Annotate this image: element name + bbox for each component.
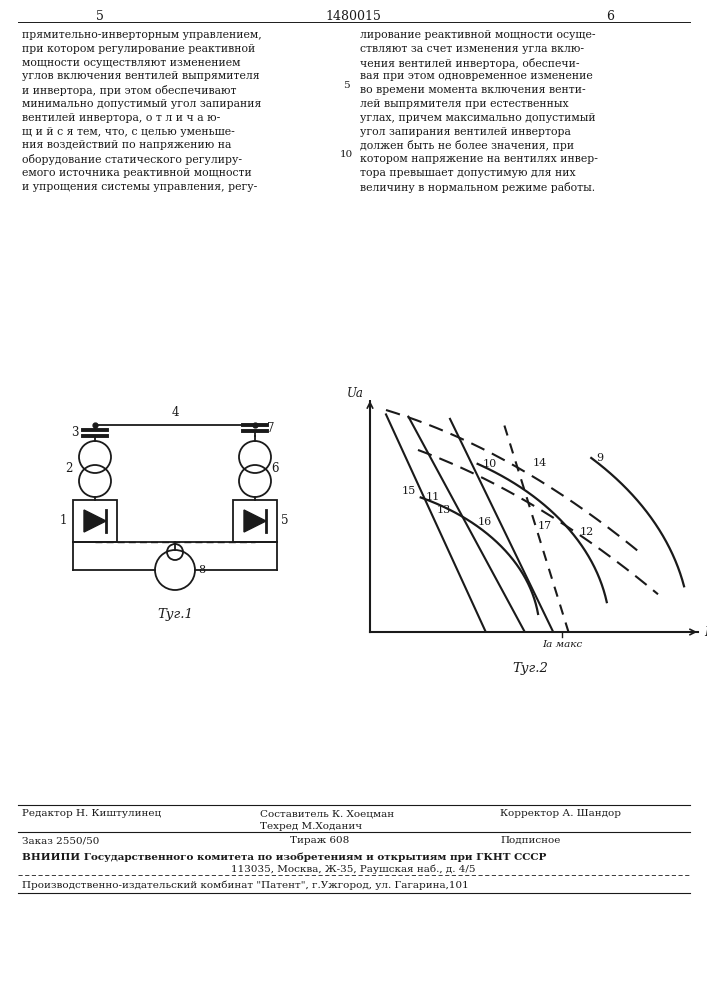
Text: тора превышает допустимую для них: тора превышает допустимую для них [360, 168, 575, 178]
Text: и инвертора, при этом обеспечивают: и инвертора, при этом обеспечивают [22, 85, 237, 96]
Text: 16: 16 [478, 517, 492, 527]
Text: 5: 5 [96, 10, 104, 23]
Text: 15: 15 [402, 486, 416, 496]
Text: 7: 7 [267, 422, 275, 434]
Text: Составитель К. Хоецман: Составитель К. Хоецман [260, 809, 394, 818]
Text: во времени момента включения венти-: во времени момента включения венти- [360, 85, 585, 95]
Polygon shape [244, 510, 266, 532]
Text: Заказ 2550/50: Заказ 2550/50 [22, 836, 100, 845]
Text: 1: 1 [59, 514, 66, 528]
Text: Производственно-издательский комбинат "Патент", г.Ужгород, ул. Гагарина,101: Производственно-издательский комбинат "П… [22, 881, 469, 890]
Text: Тираж 608: Тираж 608 [290, 836, 349, 845]
Text: емого источника реактивной мощности: емого источника реактивной мощности [22, 168, 252, 178]
Text: 12: 12 [580, 527, 594, 537]
Text: чения вентилей инвертора, обеспечи-: чения вентилей инвертора, обеспечи- [360, 58, 580, 69]
Text: 10: 10 [339, 150, 353, 159]
Text: Редактор Н. Киштулинец: Редактор Н. Киштулинец [22, 809, 161, 818]
Text: углах, причем максимально допустимый: углах, причем максимально допустимый [360, 113, 595, 123]
Text: котором напряжение на вентилях инвер-: котором напряжение на вентилях инвер- [360, 154, 598, 164]
Text: ния воздействий по напряжению на: ния воздействий по напряжению на [22, 140, 231, 150]
Text: 10: 10 [483, 459, 497, 469]
Text: оборудование статического регулиру-: оборудование статического регулиру- [22, 154, 242, 165]
Text: ВНИИПИ Государственного комитета по изобретениям и открытиям при ГКНТ СССР: ВНИИПИ Государственного комитета по изоб… [22, 852, 547, 861]
Text: Ia: Ia [704, 626, 707, 639]
Text: лей выпрямителя при естественных: лей выпрямителя при естественных [360, 99, 568, 109]
Text: Подписное: Подписное [500, 836, 561, 845]
Text: 17: 17 [537, 521, 551, 531]
Text: минимально допустимый угол запирания: минимально допустимый угол запирания [22, 99, 262, 109]
Text: 5: 5 [281, 514, 288, 528]
Text: вая при этом одновременное изменение: вая при этом одновременное изменение [360, 71, 592, 81]
Text: Τуг.1: Τуг.1 [157, 608, 193, 621]
Text: 6: 6 [606, 10, 614, 23]
Text: углов включения вентилей выпрямителя: углов включения вентилей выпрямителя [22, 71, 259, 81]
Text: 14: 14 [532, 458, 547, 468]
Text: Ua: Ua [347, 387, 364, 400]
Text: 2: 2 [65, 462, 73, 476]
Text: 4: 4 [171, 406, 179, 419]
Text: 1480015: 1480015 [325, 10, 381, 23]
Text: 8: 8 [198, 565, 205, 575]
Text: лирование реактивной мощности осуще-: лирование реактивной мощности осуще- [360, 30, 595, 40]
Text: при котором регулирование реактивной: при котором регулирование реактивной [22, 44, 255, 54]
Text: 6: 6 [271, 462, 279, 476]
Text: Корректор А. Шандор: Корректор А. Шандор [500, 809, 621, 818]
Text: Техред М.Ходанич: Техред М.Ходанич [260, 822, 362, 831]
Text: Ia макс: Ia макс [542, 640, 582, 649]
Text: 5: 5 [343, 81, 349, 90]
Text: 113035, Москва, Ж-35, Раушская наб., д. 4/5: 113035, Москва, Ж-35, Раушская наб., д. … [230, 865, 475, 874]
Text: угол запирания вентилей инвертора: угол запирания вентилей инвертора [360, 127, 571, 137]
Text: Τуг.2: Τуг.2 [512, 662, 548, 675]
Polygon shape [84, 510, 106, 532]
Text: ствляют за счет изменения угла вклю-: ствляют за счет изменения угла вклю- [360, 44, 584, 54]
Text: прямительно-инверторным управлением,: прямительно-инверторным управлением, [22, 30, 262, 40]
Text: вентилей инвертора, о т л и ч а ю-: вентилей инвертора, о т л и ч а ю- [22, 113, 221, 123]
Text: щ и й с я тем, что, с целью уменьше-: щ и й с я тем, что, с целью уменьше- [22, 127, 235, 137]
Text: 13: 13 [436, 505, 450, 515]
Text: 9: 9 [596, 453, 603, 463]
Text: 11: 11 [426, 492, 440, 502]
Text: и упрощения системы управления, регу-: и упрощения системы управления, регу- [22, 182, 257, 192]
Text: 3: 3 [71, 426, 78, 440]
Text: должен быть не более значения, при: должен быть не более значения, при [360, 140, 574, 151]
Text: величину в нормальном режиме работы.: величину в нормальном режиме работы. [360, 182, 595, 193]
Text: мощности осуществляют изменением: мощности осуществляют изменением [22, 58, 240, 68]
